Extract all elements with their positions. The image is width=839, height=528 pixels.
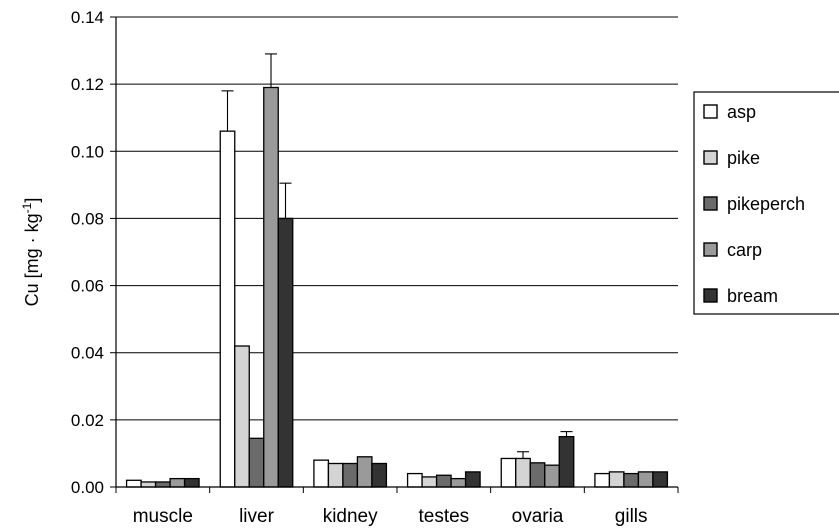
legend-swatch-pikeperch	[703, 196, 718, 211]
bar-bream-liver	[277, 217, 294, 488]
y-tick-label: 0.08	[71, 209, 104, 228]
y-tick-labels: 0.00 0.02 0.04 0.06 0.08 0.10 0.12 0.14	[71, 8, 104, 497]
legend-swatch-asp	[703, 104, 718, 119]
y-axis-label-main: Cu [mg · kg	[22, 213, 42, 306]
x-category-label: gills	[615, 506, 648, 527]
bar-pike-ovaria	[515, 457, 531, 488]
bar-asp-kidney	[313, 459, 330, 488]
y-tick-label: 0.04	[71, 344, 104, 363]
y-axis-label: Cu [mg · kg-1]	[20, 198, 42, 307]
bar-carp-kidney	[356, 456, 373, 488]
bar-bream-testes	[464, 471, 481, 488]
bar-pikeperch-kidney	[342, 462, 359, 488]
y-tick-label: 0.06	[71, 277, 104, 296]
x-category-label: muscle	[133, 506, 193, 527]
bar-bream-gills	[652, 471, 669, 488]
legend-label-pikeperch: pikeperch	[727, 194, 805, 214]
legend-label-bream: bream	[727, 286, 778, 306]
legend: asp pike pikeperch carp bream	[693, 91, 839, 315]
x-category-label: liver	[239, 506, 275, 527]
bar-carp-muscle	[169, 477, 186, 488]
y-tick-label: 0.12	[71, 75, 104, 94]
bar-pikeperch-liver	[248, 437, 265, 488]
bar-asp-liver	[219, 130, 236, 488]
y-tick-label: 0.10	[71, 142, 104, 161]
bar-pike-liver	[234, 345, 250, 488]
bar-bream-ovaria	[558, 435, 575, 488]
legend-swatch-bream	[703, 288, 718, 303]
bar-asp-ovaria	[500, 457, 517, 488]
bar-carp-testes	[450, 477, 467, 488]
bar-pike-muscle	[140, 481, 157, 488]
bar-carp-gills	[637, 471, 654, 488]
bar-pike-gills	[608, 471, 625, 488]
y-tick-label: 0.00	[71, 478, 104, 497]
bar-pikeperch-gills	[623, 472, 640, 488]
x-category-labels: muscle liver kidney testes ovaria gills	[133, 506, 648, 527]
bar-pike-testes	[421, 476, 438, 488]
bar-pikeperch-ovaria	[529, 462, 546, 488]
axes	[110, 16, 679, 493]
bar-carp-ovaria	[544, 464, 560, 488]
legend-swatch-pike	[703, 150, 718, 165]
bar-pikeperch-testes	[435, 474, 452, 488]
legend-box	[693, 91, 839, 315]
gridlines	[116, 16, 678, 421]
x-category-label: kidney	[323, 506, 378, 527]
legend-label-carp: carp	[727, 240, 762, 260]
bar-pikeperch-muscle	[154, 481, 171, 488]
bar-carp-liver	[263, 86, 279, 488]
bar-asp-gills	[594, 472, 611, 488]
bar-bream-kidney	[371, 462, 388, 488]
bar-bream-muscle	[183, 477, 200, 488]
bars	[125, 53, 669, 488]
legend-label-asp: asp	[727, 102, 756, 122]
y-tick-label: 0.02	[71, 411, 104, 430]
bar-asp-muscle	[125, 479, 142, 488]
bar-pike-kidney	[327, 462, 344, 488]
legend-label-pike: pike	[727, 148, 760, 168]
y-tick-label: 0.14	[71, 8, 104, 27]
x-category-label: testes	[418, 506, 469, 527]
legend-swatch-carp	[703, 242, 718, 257]
bar-asp-testes	[406, 472, 423, 488]
y-axis-label-close: ]	[22, 198, 42, 203]
y-axis-label-superscript: -1	[20, 202, 34, 213]
x-category-label: ovaria	[512, 506, 564, 527]
